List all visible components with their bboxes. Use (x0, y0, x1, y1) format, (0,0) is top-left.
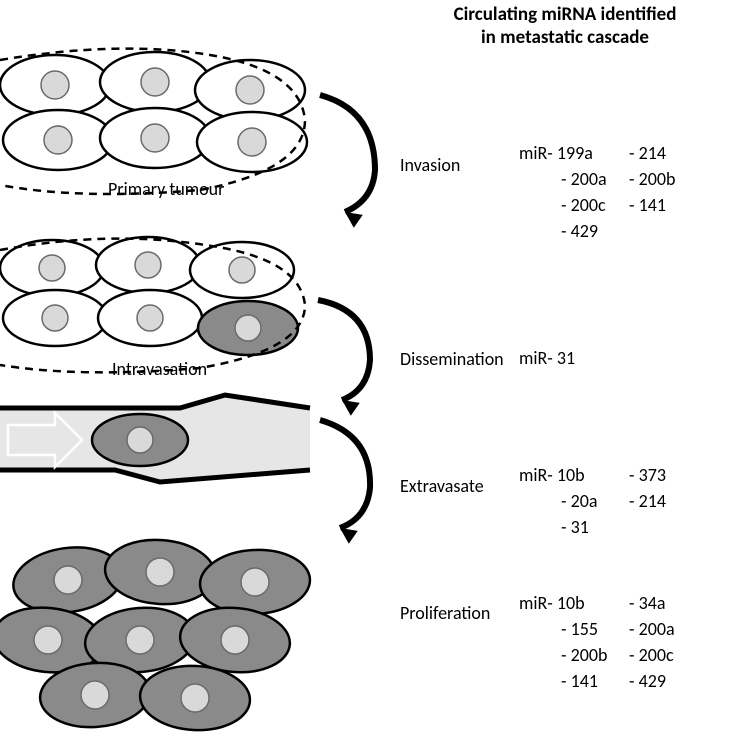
mirna-cell: - 31 (519, 514, 629, 540)
mirna-cell: - 155 (519, 616, 629, 642)
mirna-cell: - 373 (629, 462, 709, 488)
mirna-cell: - 200b (519, 642, 629, 668)
stage-dissemination-label: Dissemination (400, 348, 504, 370)
intravasation-caption: Intravasation (112, 358, 207, 380)
mirna-cell: miR- 31 (519, 345, 629, 371)
mirna-invasion: miR- 199a- 214- 200a- 200b- 200c- 141- 4… (519, 140, 709, 244)
mirna-cell: - 214 (629, 140, 709, 166)
mirna-cell: - 20a (519, 488, 629, 514)
mirna-cell: - 214 (629, 488, 709, 514)
mirna-row: - 20a- 214 (519, 488, 709, 514)
mirna-row: miR- 10b- 373 (519, 462, 709, 488)
stage-extravasate-label: Extravasate (400, 475, 484, 497)
mirna-cell: - 141 (629, 192, 709, 218)
mirna-cell: - 141 (519, 668, 629, 694)
title-line-1: Circulating miRNA identified (405, 3, 725, 26)
mirna-cell: miR- 199a (519, 140, 629, 166)
mirna-row: - 429 (519, 218, 709, 244)
mirna-row: miR- 199a- 214 (519, 140, 709, 166)
mirna-row: - 200c- 141 (519, 192, 709, 218)
mirna-cell (629, 514, 709, 540)
mirna-cell: - 429 (629, 668, 709, 694)
mirna-dissemination: miR- 31 (519, 345, 709, 371)
mirna-cell: - 200b (629, 166, 709, 192)
mirna-row: - 155- 200a (519, 616, 709, 642)
stage-proliferation-label: Proliferation (400, 602, 490, 624)
mirna-cell: miR- 10b (519, 462, 629, 488)
mirna-cell: - 200c (629, 642, 709, 668)
title-line-2: in metastatic cascade (405, 26, 725, 49)
mirna-cell: - 200c (519, 192, 629, 218)
mirna-row: - 31 (519, 514, 709, 540)
mirna-proliferation: miR- 10b- 34a- 155- 200a- 200b- 200c- 14… (519, 590, 709, 694)
mirna-cell: miR- 10b (519, 590, 629, 616)
mirna-cell: - 200a (629, 616, 709, 642)
mirna-cell: - 34a (629, 590, 709, 616)
mirna-row: - 141- 429 (519, 668, 709, 694)
stage-invasion-label: Invasion (400, 154, 460, 176)
mirna-row: miR- 31 (519, 345, 709, 371)
mirna-extravasate: miR- 10b- 373- 20a- 214- 31 (519, 462, 709, 540)
mirna-row: miR- 10b- 34a (519, 590, 709, 616)
mirna-row: - 200a- 200b (519, 166, 709, 192)
mirna-cell: - 200a (519, 166, 629, 192)
mirna-row: - 200b- 200c (519, 642, 709, 668)
mirna-cell (629, 345, 709, 371)
diagram-title: Circulating miRNA identified in metastat… (405, 3, 725, 49)
mirna-cell: - 429 (519, 218, 629, 244)
mirna-cell (629, 218, 709, 244)
primary-tumour-caption: Primary tumour (108, 178, 224, 200)
